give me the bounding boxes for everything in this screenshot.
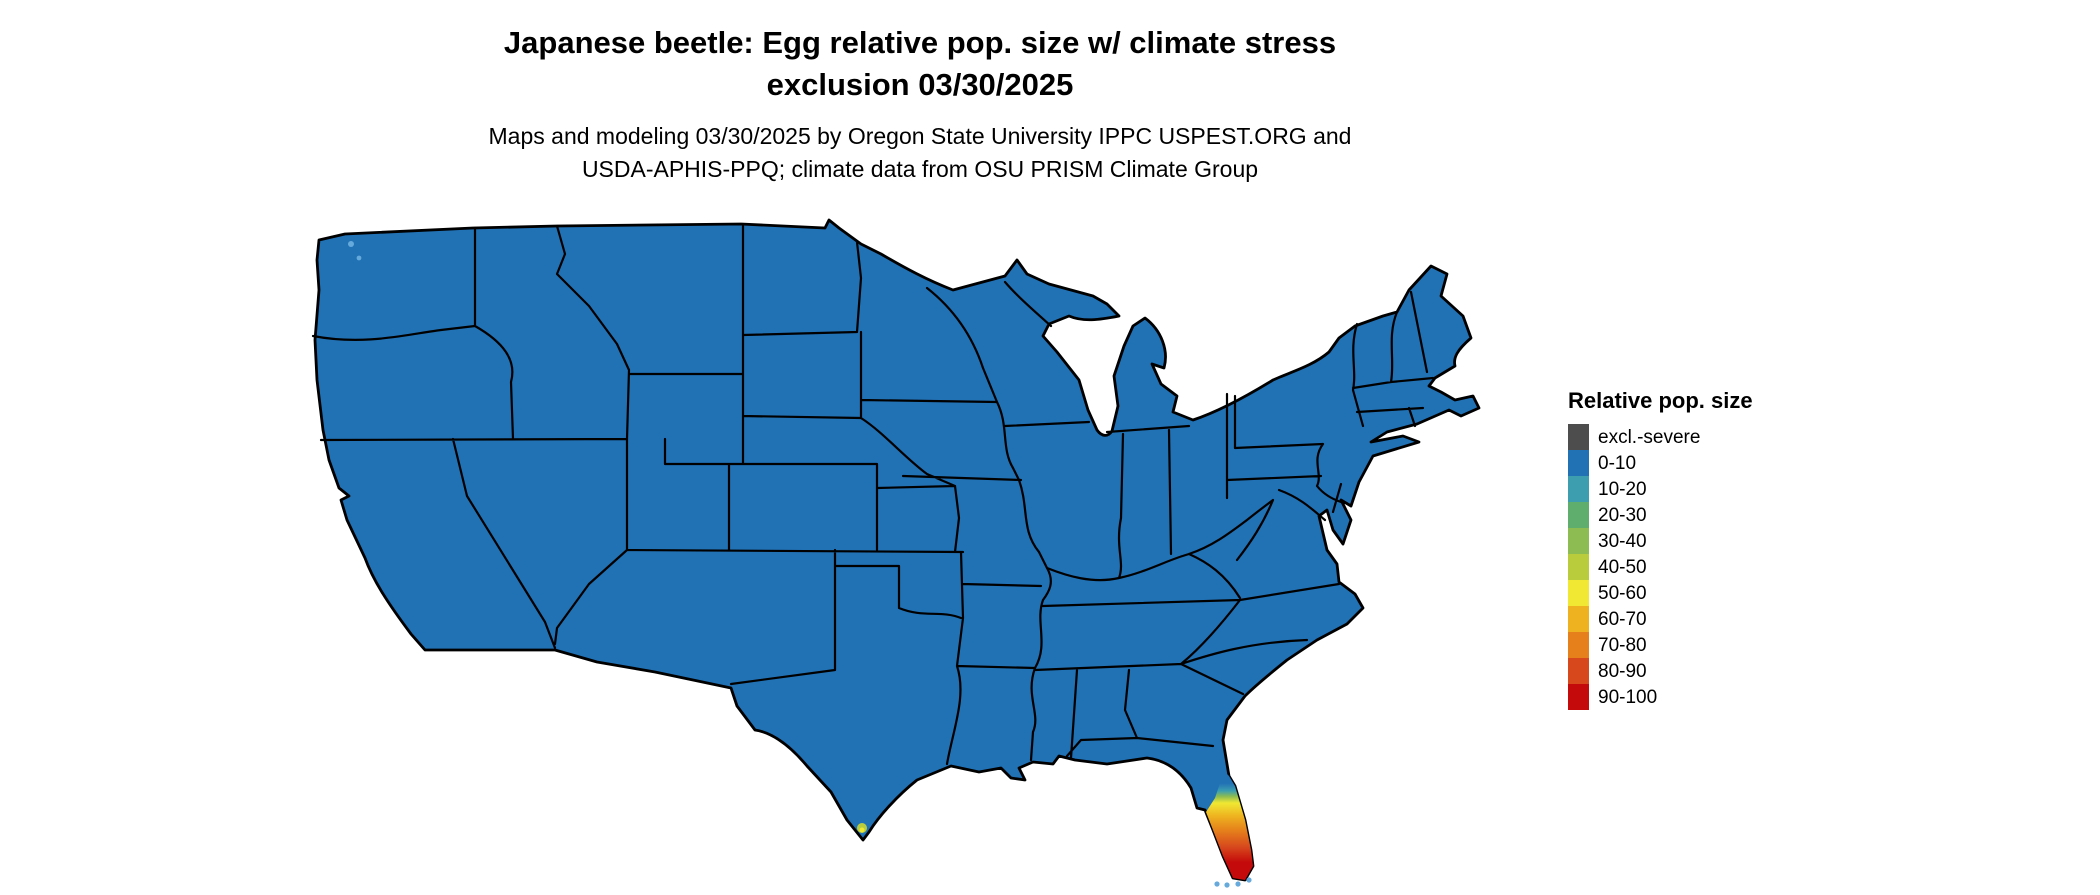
legend-swatch <box>1568 580 1589 606</box>
texas-hotspot-dot-center <box>859 827 865 833</box>
legend-item-70-80: 70-80 <box>1568 632 1868 658</box>
legend-title: Relative pop. size <box>1568 388 1753 413</box>
state-borders <box>311 222 1435 766</box>
map-title: Japanese beetle: Egg relative pop. size … <box>0 22 1840 106</box>
us-map <box>305 218 1531 890</box>
map-subtitle-line2: USDA-APHIS-PPQ; climate data from OSU PR… <box>581 156 1259 183</box>
legend-swatch <box>1568 658 1589 684</box>
legend-label: excl.-severe <box>1598 426 1701 448</box>
map-subtitle-line1: Maps and modeling 03/30/2025 by Oregon S… <box>488 123 1352 149</box>
legend-item-excl-severe: excl.-severe <box>1568 424 1868 450</box>
legend-swatch <box>1568 476 1589 502</box>
legend-label: 50-60 <box>1598 582 1647 604</box>
legend-swatch <box>1568 684 1589 710</box>
map-subtitle: Maps and modeling 03/30/2025 by Oregon S… <box>0 120 1840 187</box>
legend-swatch <box>1568 554 1589 580</box>
legend-item-80-90: 80-90 <box>1568 658 1868 684</box>
legend-label: 30-40 <box>1598 530 1647 552</box>
legend-swatch <box>1568 450 1589 476</box>
us-map-svg <box>311 218 1481 888</box>
legend-swatch <box>1568 424 1589 450</box>
legend-item-90-100: 90-100 <box>1568 684 1868 710</box>
legend-label: 90-100 <box>1598 686 1658 708</box>
legend-item-50-60: 50-60 <box>1568 580 1868 606</box>
conus-outline <box>313 218 1481 882</box>
puget-sound-specks <box>348 241 362 261</box>
map-title-line1: Japanese beetle: Egg relative pop. size … <box>503 25 1337 60</box>
legend: Relative pop. size excl.-severe 0-10 10-… <box>1568 388 1868 710</box>
florida-keys-specks <box>1214 877 1252 888</box>
legend-item-40-50: 40-50 <box>1568 554 1868 580</box>
legend-item-60-70: 60-70 <box>1568 606 1868 632</box>
legend-label: 20-30 <box>1598 504 1647 526</box>
legend-item-0-10: 0-10 <box>1568 450 1868 476</box>
legend-swatch <box>1568 528 1589 554</box>
legend-label: 40-50 <box>1598 556 1647 578</box>
legend-label: 60-70 <box>1598 608 1647 630</box>
legend-item-20-30: 20-30 <box>1568 502 1868 528</box>
legend-label: 80-90 <box>1598 660 1647 682</box>
legend-item-10-20: 10-20 <box>1568 476 1868 502</box>
legend-swatch <box>1568 632 1589 658</box>
legend-swatch <box>1568 606 1589 632</box>
legend-label: 10-20 <box>1598 478 1647 500</box>
legend-swatch <box>1568 502 1589 528</box>
map-title-line2: exclusion 03/30/2025 <box>766 66 1074 102</box>
legend-item-30-40: 30-40 <box>1568 528 1868 554</box>
florida-gradient-overlay <box>1206 774 1253 880</box>
legend-label: 70-80 <box>1598 634 1647 656</box>
legend-label: 0-10 <box>1598 452 1637 474</box>
